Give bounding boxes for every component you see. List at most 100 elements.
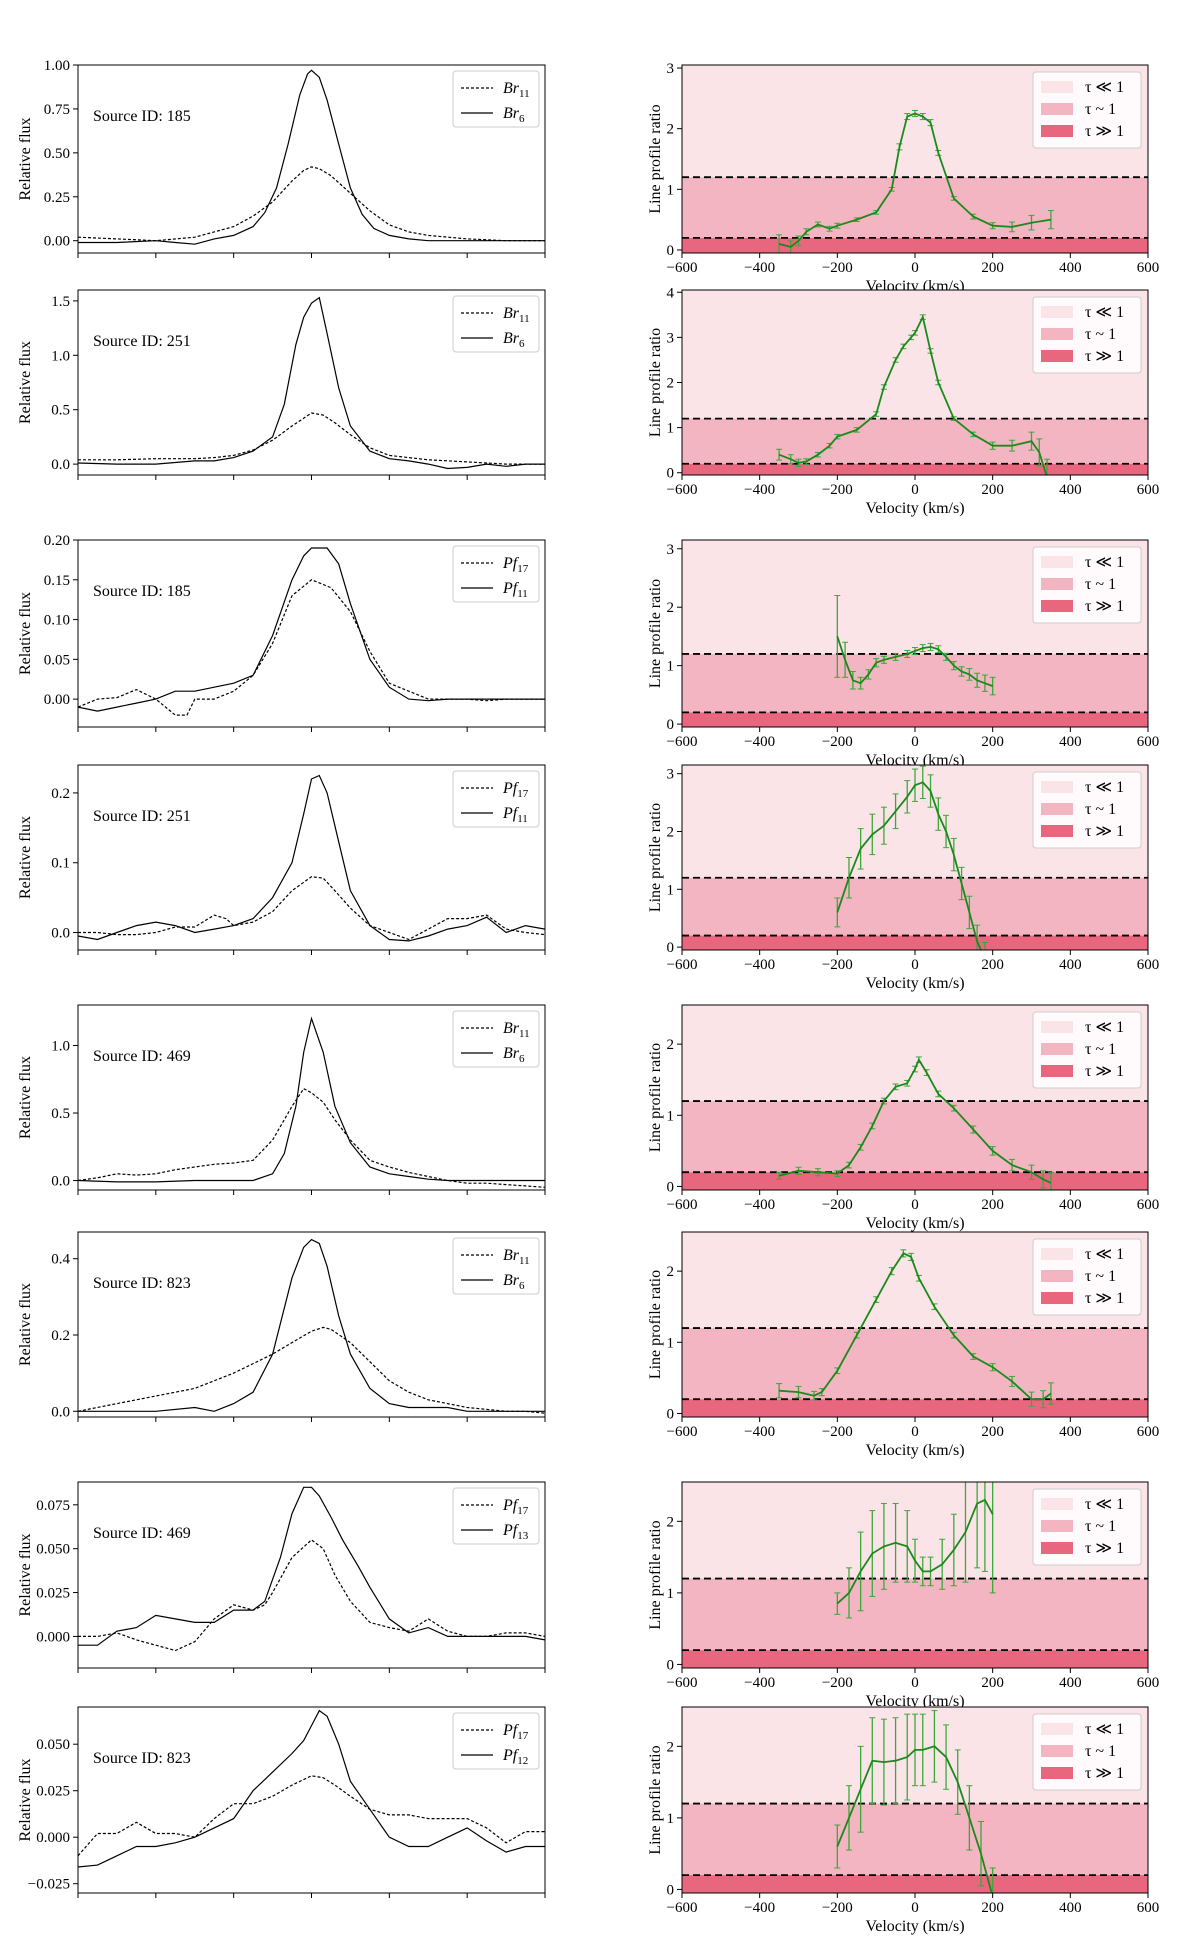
y-tick-label: 0.5	[51, 1106, 70, 1122]
legend-label: τ ~ 1	[1085, 326, 1116, 343]
ratio-legend: τ ≪ 1 τ ~ 1 τ ≫ 1	[1032, 771, 1142, 849]
ratio-legend: τ ≪ 1 τ ~ 1 τ ≫ 1	[1032, 1713, 1142, 1791]
y-tick-label: 0	[667, 1406, 675, 1422]
y-tick-label: 0.025	[36, 1586, 70, 1602]
x-tick-label: −200	[822, 1675, 853, 1691]
legend-label: τ ~ 1	[1085, 101, 1116, 118]
region-optically-intermediate	[682, 1101, 1148, 1173]
x-tick-label: 0	[911, 260, 919, 276]
x-tick-label: −600	[667, 482, 698, 498]
source-id-label: Source ID: 469	[93, 1048, 191, 1065]
x-tick-label: −400	[744, 734, 775, 750]
x-tick-label: 400	[1059, 957, 1082, 973]
p1-ratio-panel: τ ≪ 1 τ ~ 1 τ ≫ 1 0 1 2 3 −600 −400 −200 0 200 400 60…	[647, 61, 1159, 295]
y-axis-label: Line profile ratio	[647, 1745, 664, 1854]
x-axis-label: Velocity (km/s)	[865, 1442, 964, 1459]
y-axis-label: Line profile ratio	[647, 328, 664, 437]
y-axis-label: Relative flux	[17, 1283, 34, 1366]
ratio-series	[776, 109, 1054, 253]
legend-label-subscript: 17	[517, 1730, 529, 1742]
source-id-label: Source ID: 185	[93, 583, 191, 600]
region-optically-thick	[682, 237, 1148, 253]
y-tick-label: 0.25	[44, 190, 70, 206]
x-tick-label: 400	[1059, 260, 1082, 276]
ratio-legend: τ ≪ 1 τ ~ 1 τ ≫ 1	[1032, 1238, 1142, 1316]
x-tick-label: 200	[981, 957, 1004, 973]
p8-ratio-panel: τ ≪ 1 τ ~ 1 τ ≫ 1 0 1 2 −600 −400 −200 0 200 400 600…	[647, 1706, 1159, 1935]
flux-series	[78, 1016, 545, 1188]
legend-swatch	[1041, 1498, 1073, 1510]
flux-line-pf17	[78, 876, 545, 941]
x-tick-label: −400	[744, 957, 775, 973]
source-id-label: Source ID: 185	[93, 108, 191, 125]
legend-swatch	[1041, 328, 1073, 340]
legend-label-subscript: 13	[517, 1530, 529, 1542]
legend-label-subscript: 6	[519, 113, 525, 125]
x-tick-label: 200	[981, 1900, 1004, 1916]
region-optically-thick	[682, 712, 1148, 727]
ratio-series	[834, 595, 996, 696]
y-axis-label: Line profile ratio	[647, 579, 664, 688]
x-tick-label: 600	[1137, 957, 1160, 973]
ratio-legend: τ ≪ 1 τ ~ 1 τ ≫ 1	[1032, 1011, 1142, 1089]
y-tick-label: 0	[667, 243, 675, 259]
legend-label: τ ~ 1	[1085, 1518, 1116, 1535]
x-tick-label: −600	[667, 734, 698, 750]
region-optically-intermediate	[682, 418, 1148, 464]
flux-line-pf17	[78, 1539, 545, 1652]
source-id-label: Source ID: 251	[93, 808, 191, 825]
legend-label: τ ≫ 1	[1085, 1063, 1124, 1080]
ratio-line	[836, 636, 994, 687]
flux-line-pf11	[78, 547, 545, 712]
p3-ratio-panel: τ ≪ 1 τ ~ 1 τ ≫ 1 0 1 2 3 −600 −400 −200 0 200 400 60…	[647, 539, 1160, 769]
x-axis-label: Velocity (km/s)	[865, 1693, 964, 1710]
legend-label: τ ≪ 1	[1085, 1246, 1124, 1263]
x-tick-label: 400	[1059, 1900, 1082, 1916]
legend-label-subscript: 6	[519, 1280, 525, 1292]
flux-line-br6	[78, 69, 545, 245]
x-tick-label: 200	[981, 734, 1004, 750]
x-tick-label: −400	[744, 482, 775, 498]
y-tick-label: 0.75	[44, 102, 70, 118]
legend-swatch	[1041, 600, 1073, 612]
y-axis-label: Relative flux	[17, 1056, 34, 1139]
legend-label: τ ≫ 1	[1085, 348, 1124, 365]
y-axis-label: Relative flux	[17, 1533, 34, 1616]
flux-series	[78, 1238, 545, 1414]
flux-line-pf17	[78, 1775, 545, 1857]
legend-label: τ ≫ 1	[1085, 1765, 1124, 1782]
legend-label-subscript: 11	[517, 813, 528, 825]
p7-ratio-panel: τ ≪ 1 τ ~ 1 τ ≫ 1 0 1 2 −600 −400 −200 0 200 400 600…	[647, 1481, 1159, 1710]
y-tick-label: 0.000	[36, 1830, 70, 1846]
legend-swatch	[1041, 1767, 1073, 1779]
x-tick-label: 200	[981, 260, 1004, 276]
p4-ratio-panel: τ ≪ 1 τ ~ 1 τ ≫ 1 0 1 2 3 −600 −400 −200 0 200 400 60…	[647, 764, 1160, 992]
x-tick-label: 600	[1137, 734, 1160, 750]
x-tick-label: −400	[744, 1424, 775, 1440]
ratio-line	[778, 314, 1048, 475]
legend-label-subscript: 17	[517, 1505, 529, 1517]
legend-swatch	[1041, 1745, 1073, 1757]
x-tick-label: −600	[667, 1424, 698, 1440]
y-tick-label: 3	[667, 330, 675, 346]
legend-swatch	[1041, 825, 1073, 837]
y-tick-label: 0.050	[36, 1542, 70, 1558]
y-tick-label: 0.0	[51, 926, 70, 942]
x-tick-label: 0	[911, 1197, 919, 1213]
y-axis-label: Line profile ratio	[647, 1270, 664, 1379]
x-tick-label: 0	[911, 734, 919, 750]
flux-series	[78, 774, 545, 942]
x-tick-label: −200	[822, 1197, 853, 1213]
ratio-legend: τ ≪ 1 τ ~ 1 τ ≫ 1	[1032, 1488, 1142, 1566]
ratio-line	[836, 781, 982, 950]
y-tick-label: 1	[667, 182, 675, 198]
x-tick-label: 400	[1059, 1197, 1082, 1213]
